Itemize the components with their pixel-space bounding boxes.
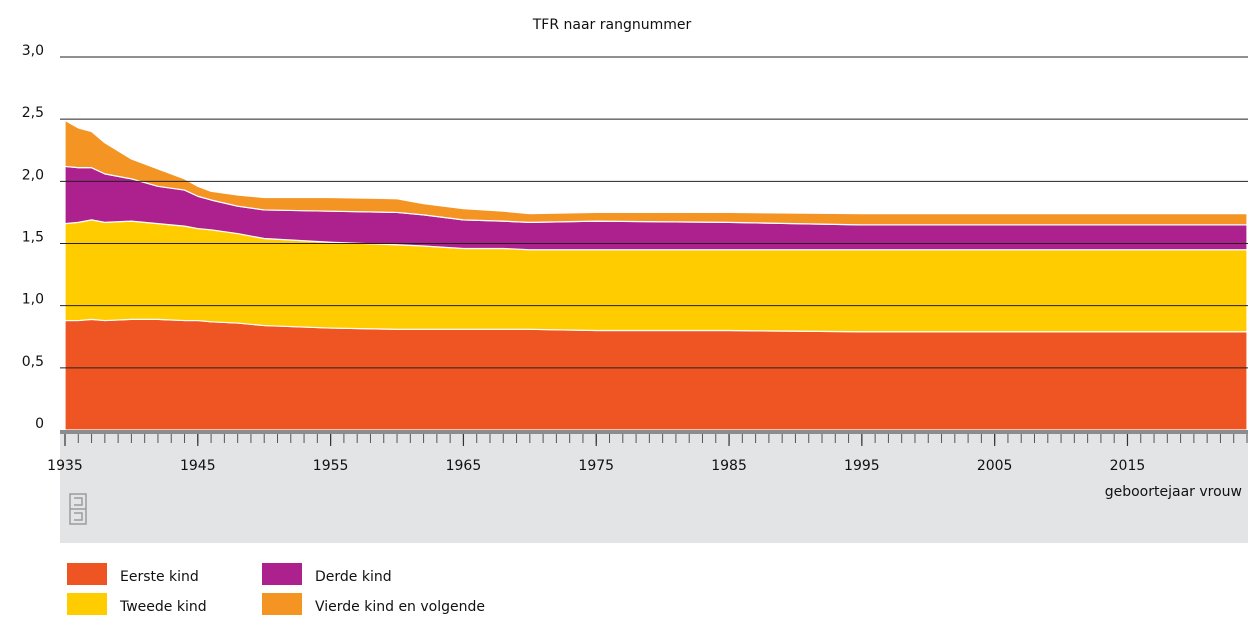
- x-tick-label: 2005: [977, 458, 1013, 474]
- chart-title: TFR naar rangnummer: [532, 17, 692, 33]
- legend-swatch: [67, 563, 107, 585]
- legend-label: Tweede kind: [119, 599, 207, 615]
- x-axis-label: geboortejaar vrouw: [1105, 484, 1242, 500]
- y-tick-label: 0,5: [22, 354, 44, 370]
- x-tick-label: 1975: [578, 458, 614, 474]
- y-tick-label: 2,5: [22, 105, 44, 121]
- legend-swatch: [262, 593, 302, 615]
- y-tick-label: 2,0: [22, 167, 44, 183]
- x-axis-band: [60, 432, 1248, 543]
- y-tick-label: 1,5: [22, 230, 44, 246]
- area: [64, 119, 1248, 226]
- legend-label: Eerste kind: [120, 569, 199, 585]
- legend-label: Vierde kind en volgende: [315, 599, 485, 615]
- y-tick-label: 0: [35, 416, 44, 432]
- x-tick-label: 1955: [313, 458, 349, 474]
- legend-swatch: [67, 593, 107, 615]
- logo: [69, 493, 87, 525]
- area: [64, 318, 1248, 431]
- x-tick-label: 1935: [47, 458, 83, 474]
- legend-label: Derde kind: [315, 569, 392, 585]
- y-tick-label: 1,0: [22, 292, 44, 308]
- x-tick-label: 1985: [711, 458, 747, 474]
- x-tick-label: 2015: [1110, 458, 1146, 474]
- legend-swatch: [262, 563, 302, 585]
- y-tick-label: 3,0: [22, 43, 44, 59]
- x-tick-label: 1945: [180, 458, 216, 474]
- x-tick-label: 1995: [844, 458, 880, 474]
- x-tick-label: 1965: [446, 458, 482, 474]
